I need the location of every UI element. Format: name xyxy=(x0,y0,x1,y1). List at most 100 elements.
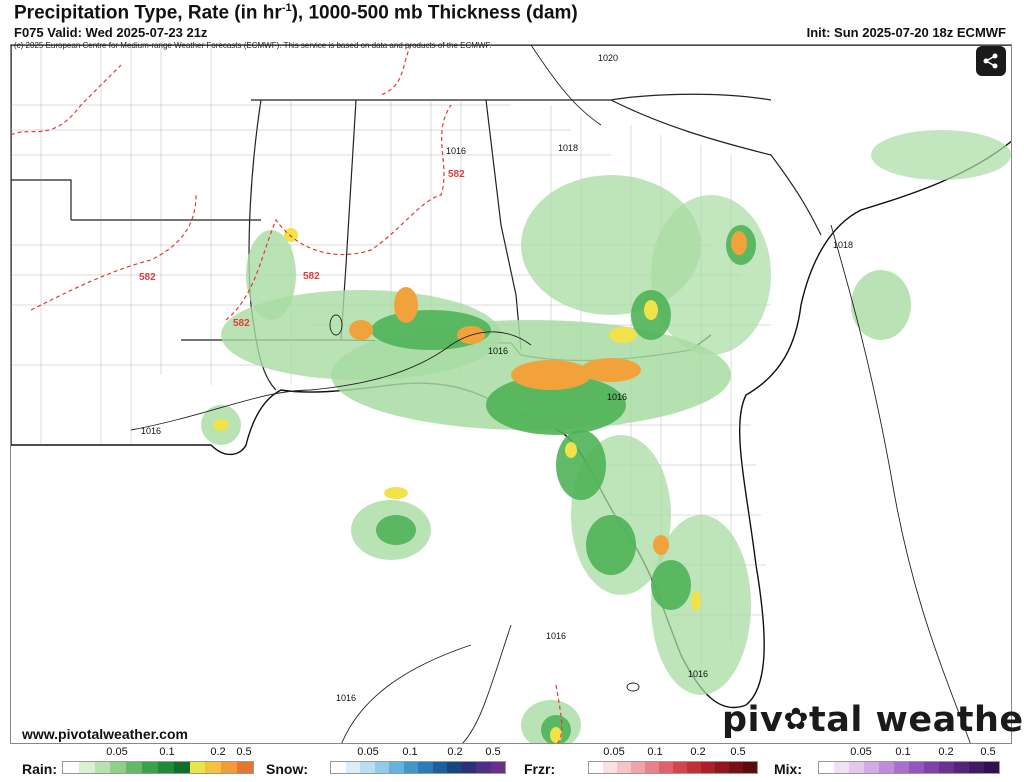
thickness-label: 582 xyxy=(233,318,250,329)
legend-tick: 0.05 xyxy=(106,746,128,758)
legend-tick: 0.2 xyxy=(690,746,706,758)
legend-swatch xyxy=(461,762,476,773)
legend-swatch xyxy=(617,762,631,773)
isobars xyxy=(130,45,971,743)
legend-swatch xyxy=(834,762,849,773)
legend-frzr-bar xyxy=(588,761,758,774)
legend-swatch xyxy=(687,762,701,773)
legend-tick: 0.05 xyxy=(603,746,625,758)
legend-snow-label: Snow: xyxy=(266,761,308,777)
legend-swatch xyxy=(360,762,375,773)
legend-swatch xyxy=(894,762,909,773)
legend-swatch xyxy=(78,762,95,773)
pressure-label: 1016 xyxy=(141,426,161,436)
legend-swatch xyxy=(984,762,999,773)
thickness-label: 582 xyxy=(139,272,156,283)
legend-swatch xyxy=(94,762,111,773)
legend-rain-bar xyxy=(62,761,254,774)
legend-snow-bar xyxy=(330,761,506,774)
legend-tick: 0.1 xyxy=(159,746,175,758)
legend-swatch xyxy=(673,762,687,773)
legend-rain-label: Rain: xyxy=(22,761,57,777)
thickness-label: 582 xyxy=(448,169,465,180)
share-button[interactable] xyxy=(976,46,1006,76)
legend-swatch xyxy=(954,762,969,773)
legend-swatch xyxy=(603,762,617,773)
thickness-labels: 582 582 582 582 xyxy=(139,169,465,329)
legend-swatch xyxy=(715,762,729,773)
legend-swatch xyxy=(403,762,418,773)
legend-tick: 0.2 xyxy=(938,746,954,758)
legend-swatch xyxy=(631,762,645,773)
map-canvas: 1020 1018 1016 1016 1016 1018 1016 1016 … xyxy=(11,45,1011,743)
map-header: Precipitation Type, Rate (in hr-1), 1000… xyxy=(0,0,1024,52)
pressure-label: 1016 xyxy=(336,693,356,703)
pressure-label: 1016 xyxy=(488,346,508,356)
legend-swatch xyxy=(221,762,238,773)
copyright-notice: (c) 2025 European Centre for Medium-rang… xyxy=(14,41,492,50)
init-time: Init: Sun 2025-07-20 18z ECMWF xyxy=(806,25,1006,40)
legend-swatch xyxy=(589,762,603,773)
legend: Rain: 0.05 0.1 0.2 0.5 Snow: 0.05 0.1 0.… xyxy=(0,744,1024,782)
legend-swatch xyxy=(418,762,433,773)
legend-swatch xyxy=(909,762,924,773)
brand-logo: piv✿tal weather xyxy=(722,700,1024,740)
legend-swatch xyxy=(743,762,757,773)
legend-mix-label: Mix: xyxy=(774,761,802,777)
share-icon xyxy=(983,53,998,69)
legend-tick: 0.2 xyxy=(447,746,463,758)
legend-swatch xyxy=(701,762,715,773)
legend-tick: 0.1 xyxy=(402,746,418,758)
legend-swatch xyxy=(110,762,127,773)
legend-swatch xyxy=(142,762,158,773)
legend-swatch xyxy=(879,762,894,773)
legend-swatch xyxy=(63,762,79,773)
page-title: Precipitation Type, Rate (in hr-1), 1000… xyxy=(14,2,578,24)
legend-tick: 0.05 xyxy=(850,746,872,758)
legend-swatch xyxy=(173,762,190,773)
legend-tick: 0.1 xyxy=(895,746,911,758)
legend-swatch xyxy=(237,762,253,773)
legend-swatch xyxy=(189,762,206,773)
legend-tick: 0.5 xyxy=(485,746,501,758)
pressure-label: 1016 xyxy=(607,392,627,402)
pressure-label: 1018 xyxy=(558,143,578,153)
legend-swatch xyxy=(645,762,659,773)
legend-swatch xyxy=(205,762,222,773)
legend-frzr-label: Frzr: xyxy=(524,761,556,777)
legend-tick: 0.5 xyxy=(730,746,746,758)
weather-map[interactable]: 1020 1018 1016 1016 1016 1018 1016 1016 … xyxy=(10,44,1012,744)
legend-mix-bar xyxy=(818,761,1000,774)
legend-swatch xyxy=(432,762,447,773)
rain-areas xyxy=(201,130,1011,743)
legend-swatch xyxy=(345,762,360,773)
legend-swatch xyxy=(331,762,346,773)
pressure-label: 1016 xyxy=(688,669,708,679)
legend-swatch xyxy=(969,762,984,773)
site-url[interactable]: www.pivotalweather.com xyxy=(22,726,188,742)
legend-swatch xyxy=(729,762,743,773)
legend-tick: 0.5 xyxy=(236,746,252,758)
legend-swatch xyxy=(389,762,404,773)
legend-swatch xyxy=(374,762,389,773)
pressure-label: 1018 xyxy=(833,240,853,250)
legend-swatch xyxy=(849,762,864,773)
legend-swatch xyxy=(126,762,143,773)
valid-time: F075 Valid: Wed 2025-07-23 21z xyxy=(14,25,208,40)
legend-swatch xyxy=(819,762,834,773)
legend-tick: 0.1 xyxy=(647,746,663,758)
legend-tick: 0.2 xyxy=(210,746,226,758)
legend-swatch xyxy=(924,762,939,773)
pressure-label: 1016 xyxy=(546,631,566,641)
pressure-labels: 1020 1018 1016 1016 1016 1018 1016 1016 … xyxy=(141,53,853,703)
thickness-label: 582 xyxy=(303,271,320,282)
legend-swatch xyxy=(157,762,174,773)
legend-swatch xyxy=(490,762,505,773)
pressure-label: 1016 xyxy=(446,146,466,156)
legend-swatch xyxy=(939,762,954,773)
legend-swatch xyxy=(659,762,673,773)
legend-tick: 0.05 xyxy=(357,746,379,758)
legend-tick: 0.5 xyxy=(980,746,996,758)
gear-icon: ✿ xyxy=(783,702,810,737)
pressure-label: 1020 xyxy=(598,53,618,63)
